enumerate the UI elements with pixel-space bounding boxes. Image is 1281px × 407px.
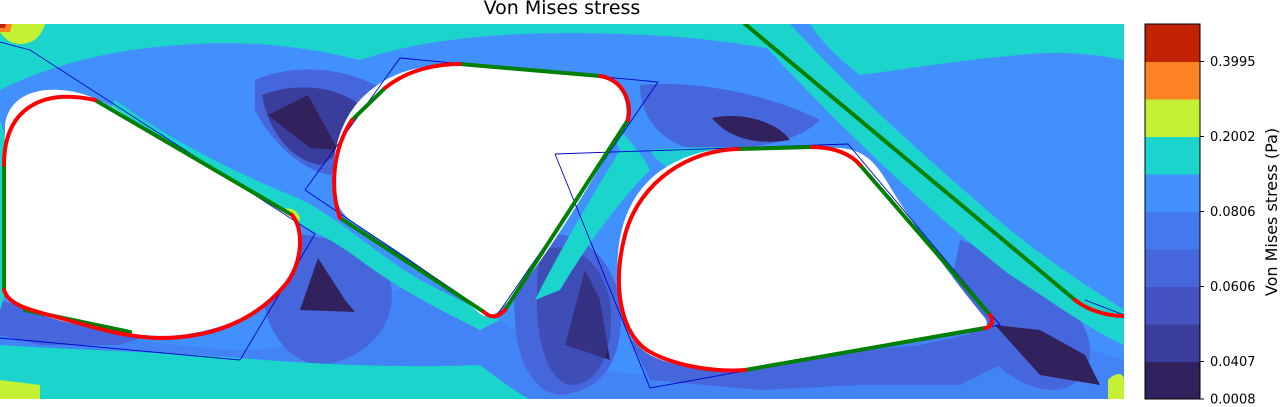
colorbar-level-5 bbox=[1145, 174, 1200, 212]
void-middle bbox=[333, 64, 627, 317]
colorbar-tick-label: 0.2002 bbox=[1210, 130, 1256, 145]
low-stress-pocket-4 bbox=[300, 258, 355, 312]
colorbar-tick-label: 0.0606 bbox=[1210, 280, 1256, 295]
low-stress-pocket-2 bbox=[268, 95, 338, 150]
colorbar-tick-label: 0.3995 bbox=[1210, 55, 1256, 70]
colorbar-level-2 bbox=[1145, 286, 1200, 325]
colorbar-level-6 bbox=[1145, 136, 1200, 175]
colorbar-tick-label: 0.0806 bbox=[1210, 205, 1256, 220]
design-polygon-4 bbox=[1084, 299, 1124, 316]
hot-spot-1 bbox=[0, 24, 45, 44]
colorbar-level-7 bbox=[1145, 99, 1200, 137]
high-stress-band-top-right bbox=[810, 24, 1124, 75]
chart-title: Von Mises stress bbox=[483, 0, 641, 19]
design-polygon-1 bbox=[0, 41, 316, 361]
plot-area bbox=[0, 24, 1124, 399]
colorbar-level-4 bbox=[1145, 211, 1200, 250]
low-stress-pocket-6 bbox=[995, 325, 1100, 385]
colorbar-label: Von Mises stress (Pa) bbox=[1262, 128, 1281, 296]
high-stress-band-top bbox=[0, 24, 778, 90]
colorbar-level-9 bbox=[1145, 24, 1200, 62]
colorbar-level-0 bbox=[1145, 361, 1200, 400]
fillets bbox=[2, 62, 1124, 373]
high-stress-diagonal-mid bbox=[105, 100, 500, 330]
colorbar-level-1 bbox=[1145, 324, 1200, 362]
fitted-edges bbox=[2, 24, 1077, 372]
low-stress-pocket-3 bbox=[712, 116, 790, 142]
colorbar: 0.3995 0.2002 0.0806 0.0606 0.0407 0.0008 bbox=[1144, 23, 1256, 407]
colorbar-tick-label: 0.0407 bbox=[1210, 355, 1256, 370]
colorbar-level-8 bbox=[1145, 61, 1200, 100]
hot-spot-3 bbox=[1108, 374, 1124, 399]
high-stress-band-bottom bbox=[0, 345, 530, 399]
high-stress-strut bbox=[535, 110, 650, 300]
mid-stress-zone-8 bbox=[630, 330, 1010, 390]
hot-spot-6 bbox=[0, 24, 6, 28]
colorbar-tick-label: 0.0008 bbox=[1210, 393, 1256, 407]
hot-spot-2 bbox=[0, 380, 40, 399]
colorbar-level-3 bbox=[1145, 249, 1200, 287]
void-left bbox=[2, 89, 300, 337]
